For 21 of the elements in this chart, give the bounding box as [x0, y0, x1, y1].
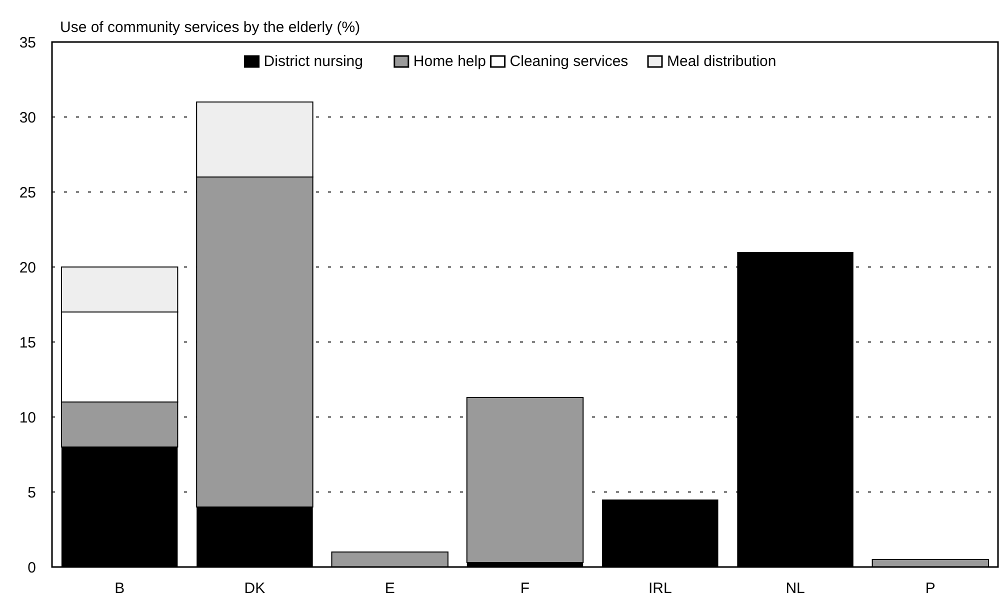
y-tick-label: 15	[19, 334, 36, 352]
x-tick-label: F	[520, 580, 530, 597]
legend-label: Cleaning services	[510, 53, 628, 70]
bar	[466, 397, 584, 563]
y-tick-label: 25	[19, 184, 36, 202]
x-tick-label: E	[384, 580, 395, 597]
y-tick-label: 20	[19, 259, 36, 276]
y-tick-label: 5	[28, 484, 36, 502]
x-tick-label: DK	[244, 580, 266, 597]
x-tick-label: IRL	[648, 580, 672, 597]
legend-label: District nursing	[264, 53, 364, 70]
y-tick-label: 10	[19, 409, 36, 426]
x-tick-label: NL	[786, 580, 805, 597]
legend-label: Meal distribution	[667, 53, 776, 70]
y-tick-label: 0	[28, 559, 36, 576]
x-tick-label: P	[925, 580, 936, 597]
legend-label: Home help	[413, 53, 486, 70]
y-tick-label: 30	[19, 109, 36, 126]
chart-title: Use of community services by the elderly (%)	[60, 19, 360, 36]
y-tick-label: 35	[19, 34, 36, 52]
x-tick-label: B	[114, 580, 125, 597]
